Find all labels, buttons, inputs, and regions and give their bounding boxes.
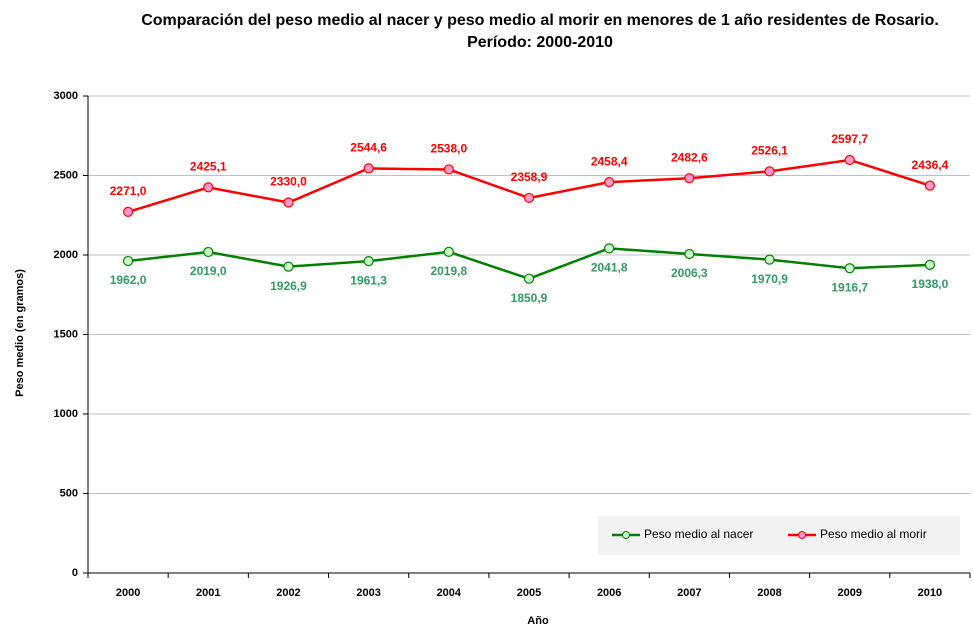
data-point	[122, 255, 134, 267]
legend-label: Peso medio al morir	[820, 527, 927, 541]
data-point	[363, 163, 374, 174]
x-tick-label: 2003	[356, 587, 380, 599]
data-label: 2271,0	[110, 184, 147, 198]
data-label: 1961,3	[350, 273, 387, 287]
y-tick-label: 500	[60, 487, 78, 499]
data-point	[924, 259, 936, 270]
chart-title: Comparación del peso medio al nacer y pe…	[141, 12, 939, 51]
data-label: 2006,3	[671, 266, 708, 280]
data-point	[684, 248, 695, 260]
x-tick-label: 2006	[597, 587, 621, 599]
legend-marker	[798, 531, 806, 539]
y-tick-label: 2000	[54, 249, 78, 261]
y-tick-label: 1000	[54, 408, 78, 420]
y-tick-label: 3000	[54, 90, 78, 102]
data-point	[203, 246, 214, 258]
data-label: 2041,8	[591, 261, 628, 275]
data-label: 1850,9	[511, 291, 548, 305]
legend: Peso medio al nacer Peso medio al morir	[598, 516, 960, 555]
legend-marker	[622, 531, 630, 539]
x-tick-label: 2007	[677, 587, 701, 599]
y-axis-label: Peso medio (en gramos)	[14, 269, 26, 397]
data-point	[523, 192, 535, 204]
data-label: 1926,9	[270, 279, 307, 293]
data-label: 2544,6	[350, 141, 387, 155]
data-point	[844, 154, 855, 166]
data-label: 2019,8	[430, 264, 467, 278]
y-tick-label: 0	[72, 567, 78, 579]
data-label: 2358,9	[511, 170, 548, 184]
series-line	[127, 158, 931, 214]
data-point	[764, 254, 775, 265]
x-tick-label: 2005	[517, 587, 541, 599]
data-label: 2482,6	[671, 150, 708, 164]
data-point	[764, 166, 775, 177]
data-label: 2436,4	[912, 158, 949, 172]
data-point	[443, 164, 454, 175]
legend-box	[598, 516, 960, 555]
y-tick-label: 2500	[54, 169, 78, 181]
data-label: 1916,7	[831, 280, 868, 294]
data-label: 2425,1	[190, 160, 227, 174]
data-point	[604, 243, 615, 254]
y-tick-label: 1500	[54, 328, 78, 340]
data-label: 2019,0	[190, 264, 227, 278]
data-label: 2597,7	[831, 132, 868, 146]
data-point	[523, 273, 535, 284]
x-axis-label: Año	[527, 615, 549, 625]
x-tick-label: 2002	[276, 587, 300, 599]
x-tick-label: 2004	[437, 587, 462, 599]
data-point	[122, 206, 134, 218]
data-label: 1962,0	[110, 273, 147, 287]
data-point	[604, 177, 615, 188]
data-point	[443, 246, 454, 257]
data-label: 2330,0	[270, 175, 307, 189]
data-point	[684, 173, 695, 184]
data-point	[283, 261, 294, 272]
data-point	[924, 180, 936, 191]
x-tick-label: 2001	[196, 587, 220, 599]
data-point	[363, 256, 374, 267]
data-point	[283, 197, 294, 208]
data-point	[203, 182, 214, 193]
data-label: 2458,4	[591, 154, 628, 168]
data-label: 2526,1	[751, 144, 788, 158]
data-label: 1938,0	[912, 277, 949, 291]
x-tick-label: 2008	[757, 587, 781, 599]
data-label: 2538,0	[430, 142, 467, 156]
x-tick-label: 2010	[918, 587, 942, 599]
data-point	[844, 263, 855, 274]
legend-label: Peso medio al nacer	[644, 527, 753, 541]
x-tick-label: 2000	[116, 587, 140, 599]
x-tick-label: 2009	[837, 587, 861, 599]
data-label: 1970,9	[751, 272, 788, 286]
